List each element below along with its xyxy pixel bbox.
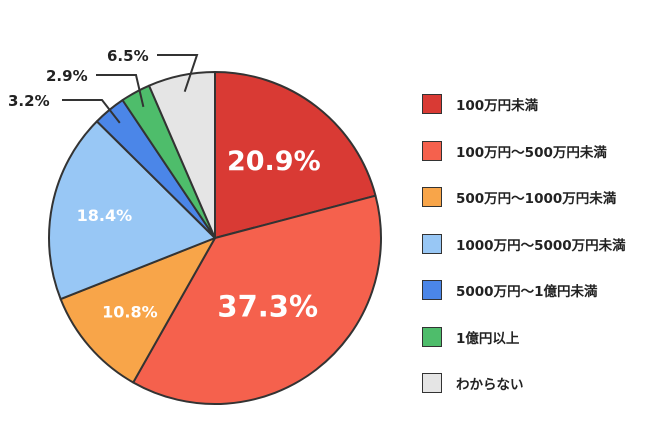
pie-slice	[48, 120, 216, 301]
legend-item: 500万円〜1000万円未満	[422, 185, 626, 209]
legend-item: 5000万円〜1億円未満	[422, 278, 626, 302]
legend-label: わからない	[456, 377, 524, 393]
leader-line	[96, 74, 145, 108]
leader-line	[157, 54, 199, 93]
leader-line	[62, 99, 121, 124]
slice-value-label: 20.9%	[227, 146, 321, 177]
legend-item: 1億円以上	[422, 325, 626, 349]
legend-label: 100万円〜500万円未満	[456, 144, 607, 161]
legend-swatch	[422, 373, 442, 393]
legend-item: 100万円未満	[422, 92, 626, 116]
legend-label: 1000万円〜5000万円未満	[456, 237, 626, 254]
legend-label: 1億円以上	[456, 330, 520, 347]
pie-slice	[148, 71, 216, 239]
legend-swatch	[422, 326, 442, 347]
pie-slice	[59, 237, 216, 384]
legend-item: 100万円〜500万円未満	[422, 139, 626, 163]
pie-slice	[132, 194, 382, 405]
legend-label: 5000万円〜1億円未満	[456, 284, 598, 300]
legend-item: 1000万円〜5000万円未満	[422, 232, 626, 256]
legend-swatch	[422, 233, 442, 254]
legend-swatch	[422, 140, 442, 161]
slice-value-label: 2.9%	[46, 67, 88, 85]
slice-value-label: 6.5%	[107, 47, 149, 65]
slice-value-label: 3.2%	[8, 92, 50, 110]
legend-item: わからない	[422, 371, 626, 395]
legend-swatch	[422, 280, 442, 300]
slice-value-label: 10.8%	[102, 303, 158, 322]
pie-slice	[214, 71, 377, 239]
slice-value-label: 37.3%	[217, 289, 318, 323]
legend-swatch	[422, 94, 442, 114]
legend-label: 500万円〜1000万円未満	[456, 191, 617, 207]
slice-value-label: 18.4%	[77, 206, 133, 225]
legend-label: 100万円未満	[456, 98, 539, 114]
legend-swatch	[422, 187, 442, 207]
legend: 100万円未満 100万円〜500万円未満 500万円〜1000万円未満 100…	[422, 92, 626, 395]
